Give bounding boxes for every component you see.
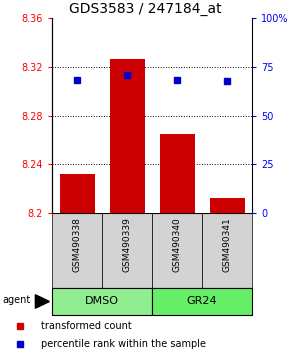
Text: percentile rank within the sample: percentile rank within the sample [41,339,206,349]
Text: GR24: GR24 [187,297,217,307]
Text: agent: agent [3,295,31,305]
Text: GSM490340: GSM490340 [173,217,182,272]
Text: DMSO: DMSO [85,297,119,307]
Bar [52,288,152,315]
Text: GSM490338: GSM490338 [72,217,81,272]
Bar [152,213,202,288]
Text: GSM490339: GSM490339 [122,217,131,272]
Bar [52,213,102,288]
Bar [202,213,252,288]
Bar [160,134,195,213]
Polygon shape [35,295,49,308]
Bar [59,174,95,213]
Text: GSM490341: GSM490341 [222,217,231,272]
Bar [102,213,152,288]
Bar [110,59,144,213]
Bar [152,288,252,315]
Bar [209,198,244,213]
Text: transformed count: transformed count [41,321,131,331]
Text: GDS3583 / 247184_at: GDS3583 / 247184_at [69,2,221,16]
